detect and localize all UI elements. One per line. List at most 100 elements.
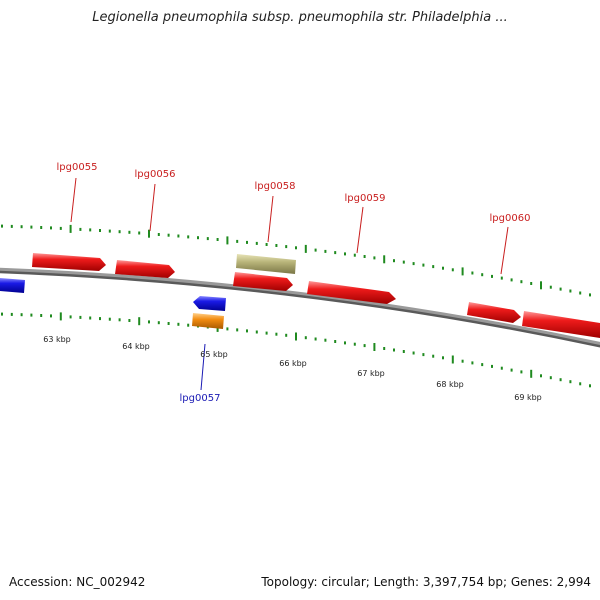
gene-arrow-reverse[interactable] <box>193 296 226 311</box>
minor-tick <box>285 333 288 337</box>
minor-tick <box>422 353 425 357</box>
gene-arrow-forward[interactable] <box>467 302 521 323</box>
label-line-lpg0055 <box>70 177 77 223</box>
minor-tick <box>432 354 435 358</box>
minor-tick <box>128 319 131 322</box>
gene-block-other[interactable] <box>236 254 296 274</box>
gene-label-lpg0060[interactable]: lpg0060 <box>490 213 531 224</box>
minor-tick <box>255 241 258 245</box>
gene-arrow-forward[interactable] <box>233 272 293 291</box>
gene-arrow-forward[interactable] <box>115 260 175 278</box>
minor-tick <box>118 318 121 322</box>
minor-tick <box>422 263 425 267</box>
kbp-label: 65 kbp <box>200 350 228 359</box>
minor-tick <box>236 328 239 332</box>
minor-tick <box>1 224 3 228</box>
gene-block-rna[interactable] <box>192 313 224 329</box>
minor-tick <box>442 266 444 270</box>
minor-tick <box>510 368 513 372</box>
minor-tick <box>255 330 258 334</box>
minor-tick <box>177 322 180 326</box>
minor-tick <box>295 246 297 250</box>
minor-tick <box>1 312 3 316</box>
minor-tick <box>344 252 346 256</box>
minor-tick <box>412 351 415 355</box>
minor-tick <box>50 226 52 230</box>
label-line-lpg0059 <box>356 206 364 254</box>
minor-tick <box>59 226 62 230</box>
minor-tick <box>197 236 199 240</box>
gene-label-lpg0059[interactable]: lpg0059 <box>345 193 386 204</box>
minor-tick <box>500 366 503 370</box>
minor-tick <box>363 344 366 348</box>
gene-arrow-forward[interactable] <box>307 281 396 304</box>
minor-tick <box>491 274 493 278</box>
major-tick <box>530 369 533 378</box>
minor-tick <box>79 315 82 319</box>
minor-tick <box>324 249 327 253</box>
minor-tick <box>20 313 23 317</box>
minor-tick <box>216 238 219 241</box>
label-line-lpg0060 <box>500 226 509 275</box>
major-tick <box>461 267 464 276</box>
minor-tick <box>461 359 464 363</box>
gene-arrow-reverse[interactable] <box>0 278 25 293</box>
gene-label-lpg0056[interactable]: lpg0056 <box>135 169 176 180</box>
accession-text: Accession: NC_002942 <box>9 575 146 589</box>
minor-tick <box>324 338 327 342</box>
minor-tick <box>589 384 591 388</box>
minor-tick <box>275 332 278 336</box>
minor-tick <box>177 234 180 238</box>
minor-tick <box>89 316 92 320</box>
minor-tick <box>451 268 454 272</box>
gene-label-lpg0055[interactable]: lpg0055 <box>57 162 98 173</box>
kbp-label: 64 kbp <box>122 342 150 351</box>
minor-tick <box>442 356 444 360</box>
minor-tick <box>236 239 239 243</box>
minor-tick <box>579 291 582 295</box>
minor-tick <box>481 363 484 367</box>
gene-label-lpg0057[interactable]: lpg0057 <box>180 393 221 404</box>
minor-tick <box>510 278 513 282</box>
minor-tick <box>393 259 395 263</box>
gene-label-lines <box>70 177 509 391</box>
minor-tick <box>344 341 346 345</box>
minor-tick <box>108 317 111 321</box>
minor-tick <box>402 260 405 264</box>
minor-tick <box>353 342 356 346</box>
label-line-lpg0056 <box>149 183 156 232</box>
minor-tick <box>157 233 160 236</box>
label-line-lpg0058 <box>267 195 274 243</box>
minor-tick <box>10 224 13 228</box>
gene-arrow-forward[interactable] <box>32 253 106 271</box>
minor-tick <box>40 226 43 229</box>
minor-tick <box>314 337 317 341</box>
minor-tick <box>226 327 229 331</box>
minor-tick <box>246 240 248 244</box>
gene-label-lpg0058[interactable]: lpg0058 <box>255 181 296 192</box>
minor-tick <box>412 262 415 266</box>
minor-tick <box>363 255 366 258</box>
minor-tick <box>30 225 33 229</box>
major-tick <box>304 244 307 253</box>
minor-tick <box>79 227 82 231</box>
major-tick <box>295 332 297 341</box>
minor-tick <box>520 370 523 374</box>
minor-tick <box>549 376 552 380</box>
minor-tick <box>99 229 101 232</box>
minor-tick <box>187 323 190 327</box>
minor-tick <box>334 340 337 343</box>
minor-tick <box>353 253 356 257</box>
gene-arrow-forward[interactable] <box>522 311 600 338</box>
minor-tick <box>20 225 23 229</box>
minor-tick <box>30 313 33 317</box>
minor-tick <box>118 230 121 234</box>
minor-tick <box>157 321 160 325</box>
minor-tick <box>128 230 131 234</box>
minor-tick <box>520 280 523 284</box>
minor-tick <box>559 378 562 382</box>
minor-tick <box>265 331 268 335</box>
map-title: Legionella pneumophila subsp. pneumophil… <box>92 10 508 25</box>
minor-tick <box>559 287 562 291</box>
